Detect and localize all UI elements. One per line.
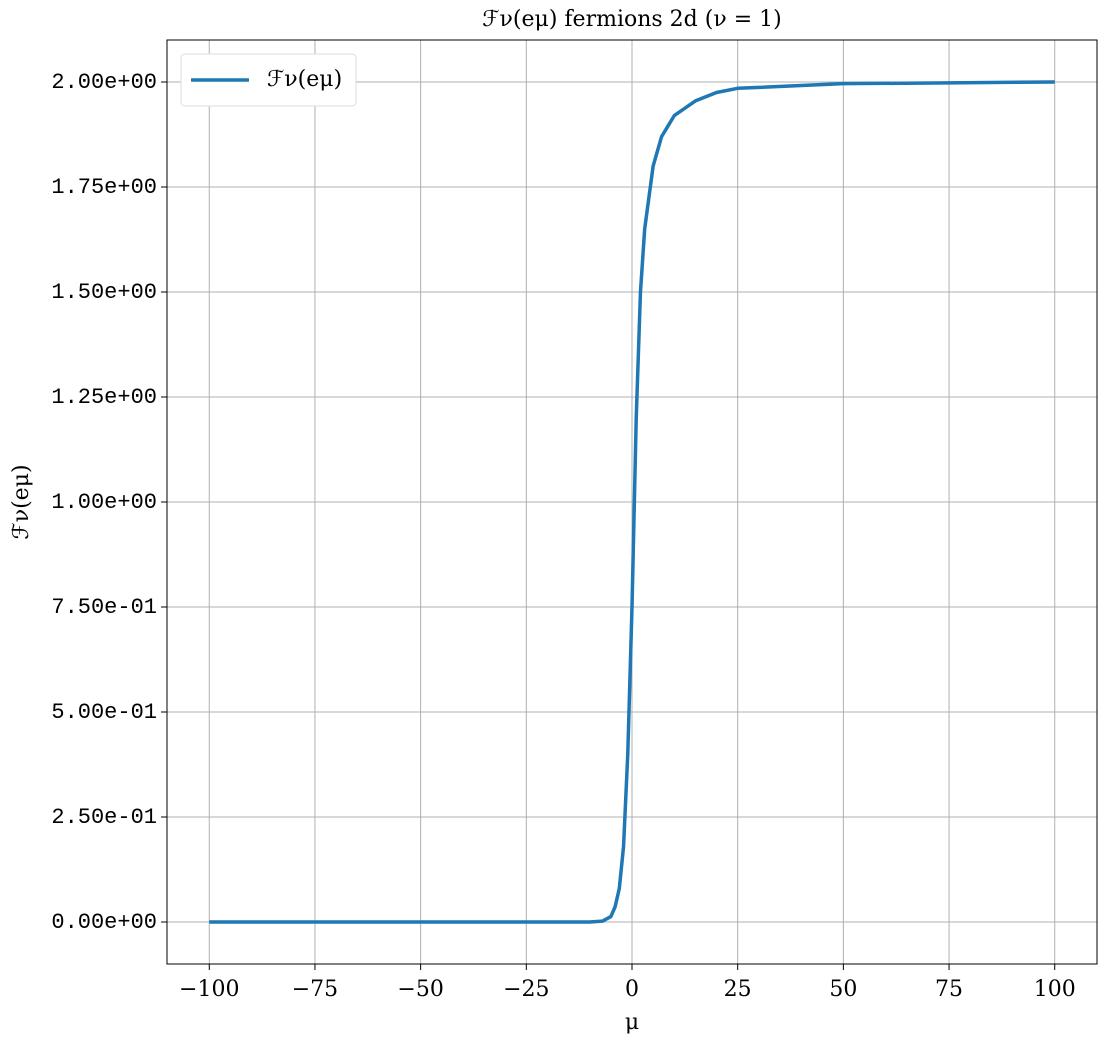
y-tick-label: 2.00e+00 [51,70,157,95]
x-tick-label: −50 [397,977,443,1002]
y-tick-label: 1.75e+00 [51,175,157,200]
x-tick-label: 50 [829,977,857,1002]
y-tick-label: 2.50e-01 [51,805,157,830]
y-tick-label: 7.50e-01 [51,595,157,620]
x-axis-label: μ [625,1010,639,1035]
x-tick-label: 100 [1034,977,1076,1002]
x-tick-label: 25 [724,977,752,1002]
legend-label: ℱν(eμ) [267,67,342,92]
x-tick-label: −25 [503,977,549,1002]
y-tick-label: 1.25e+00 [51,385,157,410]
y-axis-label: ℱν(eμ) [9,464,34,539]
legend-box [180,53,357,107]
plot-frame [166,39,1098,965]
y-tick-label: 5.00e-01 [51,700,157,725]
y-tick-label: 1.00e+00 [51,490,157,515]
y-tick-label: 0.00e+00 [51,910,157,935]
x-tick-label: 0 [625,977,639,1002]
chart-title: ℱν(eμ) fermions 2d (ν = 1) [482,7,781,32]
y-tick-label: 1.50e+00 [51,280,157,305]
data-line [209,80,1055,924]
x-tick-label: 75 [935,977,963,1002]
x-tick-label: −100 [179,977,239,1002]
x-tick-label: −75 [292,977,338,1002]
